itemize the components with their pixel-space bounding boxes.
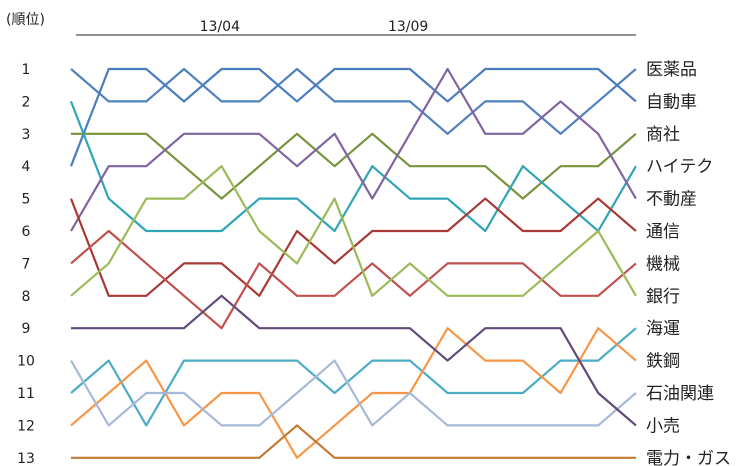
series-lines — [69, 67, 637, 459]
series-line — [70, 359, 637, 427]
y-rank-label: 2 — [22, 94, 31, 110]
y-rank-label: 4 — [22, 159, 31, 175]
y-rank-label: 6 — [22, 224, 31, 240]
y-rank-label: 1 — [22, 62, 31, 78]
series-label: 通信 — [646, 222, 680, 242]
series-label: 自動車 — [646, 92, 697, 112]
series-label: 小売 — [646, 416, 680, 436]
y-rank-label: 3 — [22, 127, 31, 143]
series-line — [69, 101, 637, 233]
series-label: 機械 — [646, 254, 680, 274]
y-rank-label: 10 — [17, 354, 35, 370]
y-rank-label: 13 — [17, 451, 35, 466]
series-label: ハイテク — [646, 157, 713, 177]
x-tick-label: 13/04 — [200, 19, 240, 35]
y-rank-label: 8 — [22, 289, 31, 305]
series-label: 鉄鋼 — [646, 352, 680, 372]
series-label: 商社 — [646, 125, 680, 145]
series-line — [71, 294, 637, 427]
y-rank-label: 9 — [22, 321, 31, 337]
series-line — [70, 67, 637, 135]
y-rank-label: 5 — [22, 192, 31, 208]
x-tick-labels: 13/04 13/09 — [200, 19, 429, 35]
series-line — [70, 165, 637, 297]
y-rank-label: 11 — [17, 386, 35, 402]
series-line — [71, 424, 636, 459]
series-label: 不動産 — [646, 190, 697, 210]
series-label: 海運 — [646, 319, 680, 339]
series-label: 銀行 — [646, 287, 680, 307]
series-label: 電力・ガス — [646, 449, 731, 466]
y-axis-label: (順位) — [6, 12, 45, 28]
x-tick-label: 13/09 — [388, 19, 428, 35]
series-line — [69, 67, 637, 167]
series-label: 石油関連 — [646, 384, 714, 404]
y-rank-label: 12 — [17, 418, 35, 434]
series-label: 医薬品 — [646, 60, 697, 80]
y-rank-label: 7 — [22, 256, 31, 272]
series-line — [70, 67, 637, 232]
